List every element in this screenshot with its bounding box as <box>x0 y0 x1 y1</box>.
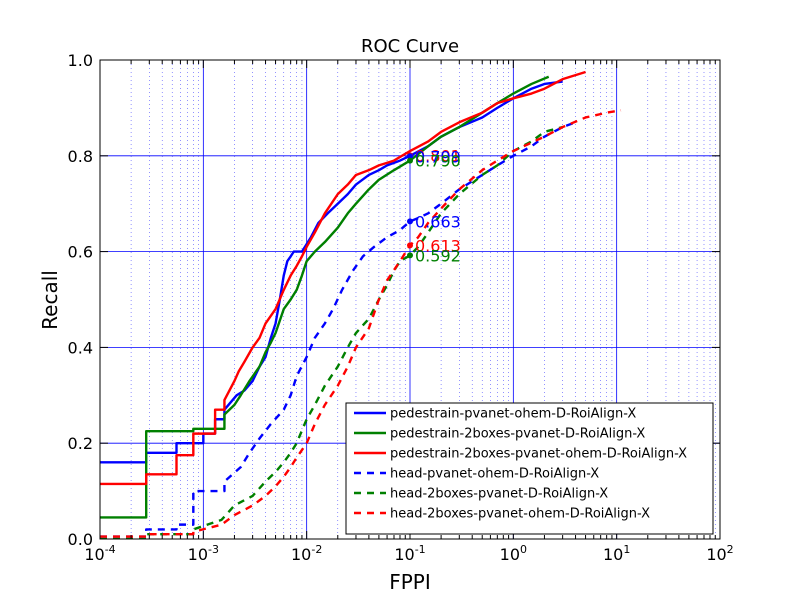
y-tick-label: 1.0 <box>68 51 93 70</box>
annotation-marker <box>407 157 413 164</box>
annotation-label: 0.799 <box>415 147 461 166</box>
legend: pedestrain-pvanet-ohem-D-RoiAlign-X pedes… <box>345 402 714 535</box>
y-tick-label: 0.0 <box>68 530 93 549</box>
y-axis-label: Recall <box>38 270 62 330</box>
legend-label: head-2boxes-pvanet-D-RoiAlign-X <box>390 487 608 502</box>
x-tick-label: 102 <box>706 543 733 564</box>
legend-label: pedestrain-2boxes-pvanet-ohem-D-RoiAlign… <box>390 447 687 462</box>
x-tick-label: 101 <box>603 543 630 564</box>
x-tick-label: 100 <box>500 543 527 564</box>
x-tick-label: 10-2 <box>291 543 322 564</box>
y-tick-label: 0.2 <box>68 434 93 453</box>
annotation-marker <box>407 252 413 259</box>
annotation-label: 0.663 <box>415 212 461 231</box>
series-group <box>100 70 622 539</box>
x-axis-label: FPPI <box>389 570 431 594</box>
legend-label: pedestrain-pvanet-ohem-D-RoiAlign-X <box>390 407 636 422</box>
legend-label: head-2boxes-pvanet-ohem-D-RoiAlign-X <box>390 507 650 522</box>
legend-label: pedestrain-2boxes-pvanet-D-RoiAlign-X <box>390 427 645 442</box>
chart-title: ROC Curve <box>361 36 459 57</box>
x-tick-label: 10-1 <box>394 543 425 564</box>
x-tick-label: 10-4 <box>84 543 115 564</box>
series-line-4 <box>100 121 576 538</box>
annotation-marker <box>407 153 413 160</box>
legend-box <box>345 402 714 535</box>
series-line-2 <box>100 75 550 519</box>
annotation-label: 0.613 <box>415 236 461 255</box>
axis-ticks: 10-4 10-3 10-2 10-1 100 101 102 0.0 0.2 0.4 0.6 0.8… <box>68 51 734 564</box>
series-line-6 <box>100 109 622 538</box>
annotation-marker <box>407 218 413 225</box>
series-line-3 <box>100 70 586 486</box>
series-line-5 <box>100 125 563 539</box>
y-tick-label: 0.6 <box>68 243 93 262</box>
x-tick-label: 10-3 <box>188 543 219 564</box>
annotation-marker <box>407 242 413 249</box>
annotation-label: 0.592 <box>415 246 461 265</box>
y-tick-label: 0.4 <box>68 338 93 357</box>
legend-label: head-pvanet-ohem-D-RoiAlign-X <box>390 467 599 482</box>
annotation-label: 0.790 <box>415 152 461 171</box>
annotation-label: 0.801 <box>415 146 461 165</box>
y-tick-label: 0.8 <box>68 147 93 166</box>
